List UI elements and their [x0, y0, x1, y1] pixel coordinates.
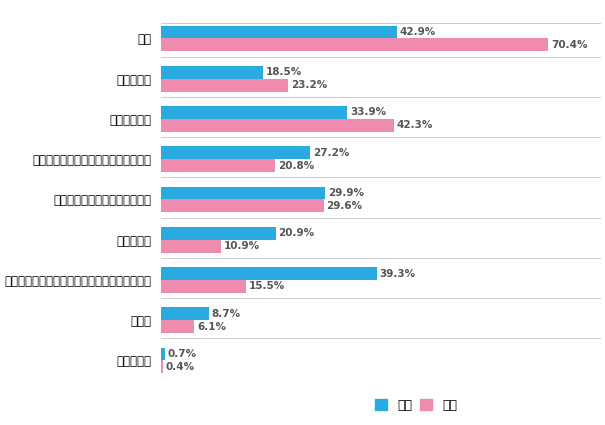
Text: 20.9%: 20.9% — [278, 228, 315, 238]
Bar — [161, 159, 275, 172]
Text: 27.2%: 27.2% — [313, 148, 350, 158]
Text: 18.5%: 18.5% — [266, 67, 302, 77]
Bar — [161, 26, 397, 38]
Text: 70.4%: 70.4% — [551, 40, 587, 50]
Bar — [161, 187, 325, 199]
Text: 8.7%: 8.7% — [212, 309, 241, 319]
Bar — [161, 227, 276, 240]
Text: 20.8%: 20.8% — [278, 161, 314, 170]
Text: 42.9%: 42.9% — [399, 27, 436, 37]
Bar — [161, 199, 324, 212]
Bar — [161, 79, 289, 91]
Text: 23.2%: 23.2% — [291, 80, 327, 90]
Bar — [161, 320, 194, 333]
Bar — [161, 307, 209, 320]
Bar — [161, 119, 393, 132]
Text: 29.9%: 29.9% — [328, 188, 364, 198]
Bar — [161, 38, 548, 51]
Text: 15.5%: 15.5% — [249, 281, 285, 292]
Text: 0.7%: 0.7% — [168, 349, 197, 359]
Text: 0.4%: 0.4% — [166, 362, 195, 372]
Text: 29.6%: 29.6% — [327, 201, 362, 211]
Bar — [161, 66, 263, 79]
Text: 6.1%: 6.1% — [197, 322, 226, 332]
Bar — [161, 240, 221, 252]
Text: 39.3%: 39.3% — [380, 269, 416, 278]
Legend: 男性, 女性: 男性, 女性 — [375, 399, 457, 412]
Bar — [161, 267, 377, 280]
Text: 10.9%: 10.9% — [224, 241, 260, 251]
Bar — [161, 280, 246, 293]
Text: 33.9%: 33.9% — [350, 108, 386, 117]
Bar — [161, 146, 310, 159]
Bar — [161, 348, 165, 360]
Bar — [161, 360, 163, 373]
Text: 42.3%: 42.3% — [396, 120, 433, 130]
Bar — [161, 106, 347, 119]
